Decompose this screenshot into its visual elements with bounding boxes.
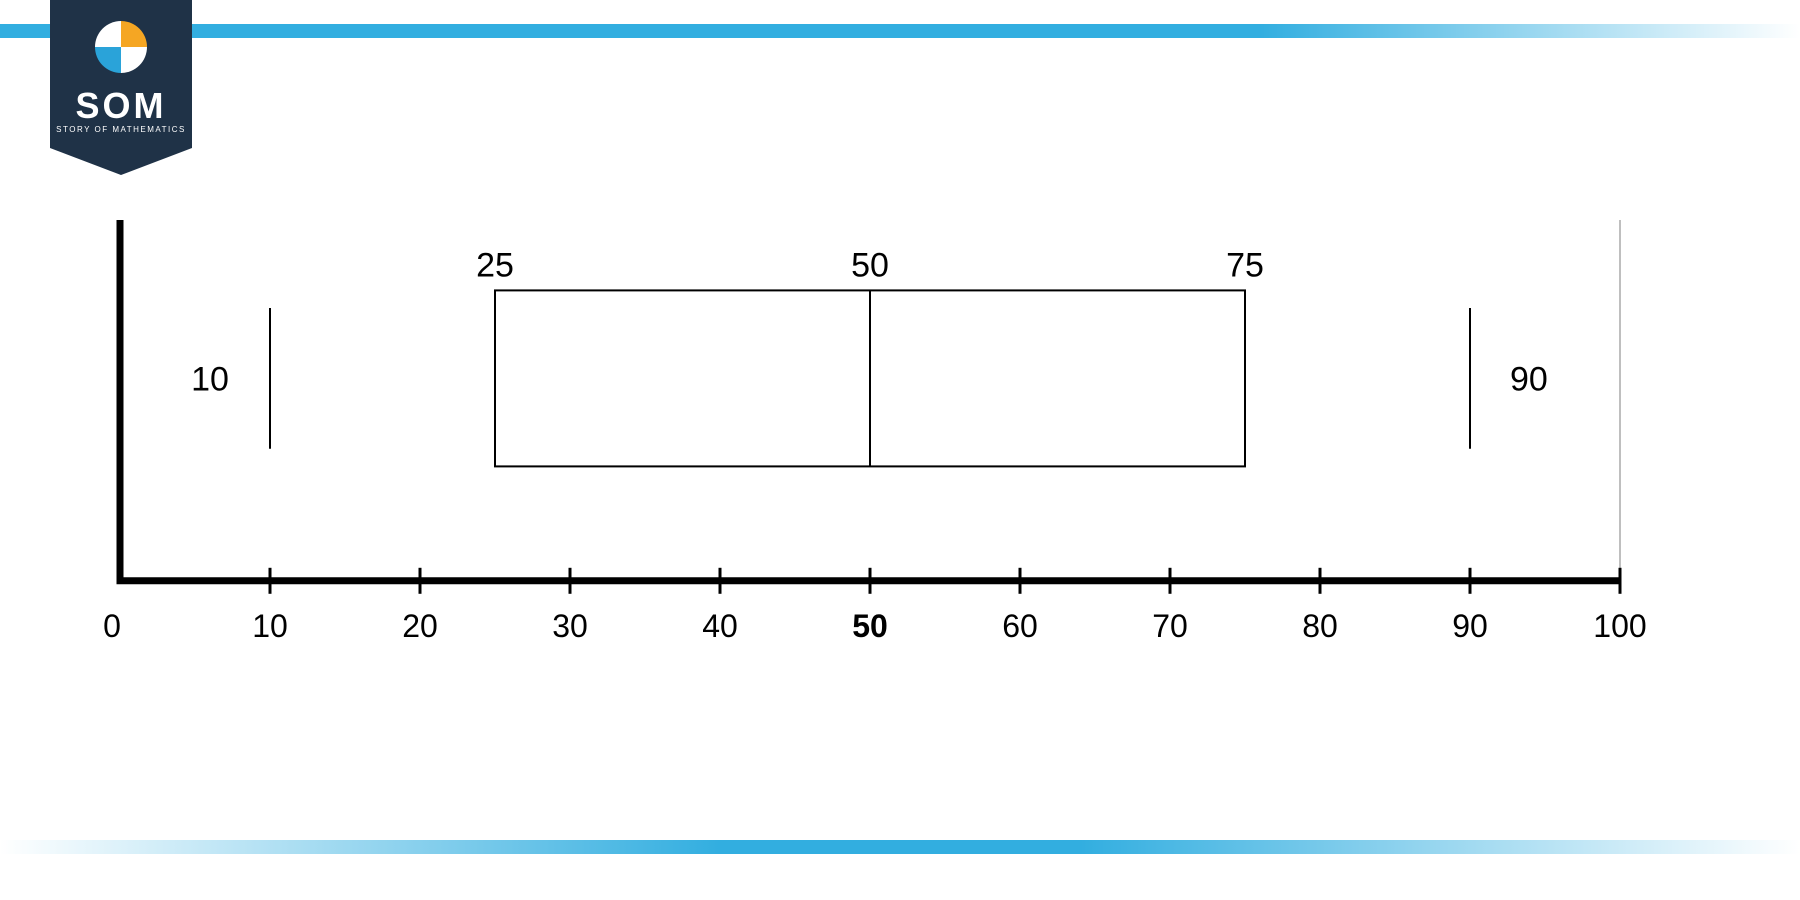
max-label: 90	[1510, 360, 1548, 398]
x-tick-label: 30	[552, 608, 588, 644]
q3-label: 75	[1226, 246, 1264, 284]
logo-sub-text: STORY OF MATHEMATICS	[56, 125, 186, 134]
x-tick-label: 20	[402, 608, 438, 644]
som-logo-icon	[95, 21, 147, 73]
som-logo-badge: SOM STORY OF MATHEMATICS	[50, 0, 192, 170]
boxplot-chart: 01020304050607080901002550751090	[100, 220, 1600, 660]
top-brand-bar	[0, 24, 1800, 38]
x-tick-label: 10	[252, 608, 288, 644]
x-tick-label: 90	[1452, 608, 1488, 644]
x-tick-label: 0	[103, 608, 121, 644]
x-tick-label: 100	[1593, 608, 1646, 644]
x-tick-label: 40	[702, 608, 738, 644]
x-tick-label: 70	[1152, 608, 1188, 644]
min-label: 10	[191, 360, 229, 398]
q1-label: 25	[476, 246, 514, 284]
bottom-brand-bar	[0, 840, 1800, 854]
x-tick-label: 80	[1302, 608, 1338, 644]
logo-main-text: SOM	[75, 85, 166, 126]
x-tick-label: 60	[1002, 608, 1038, 644]
median-label: 50	[851, 246, 889, 284]
x-tick-label: 50	[852, 608, 888, 644]
